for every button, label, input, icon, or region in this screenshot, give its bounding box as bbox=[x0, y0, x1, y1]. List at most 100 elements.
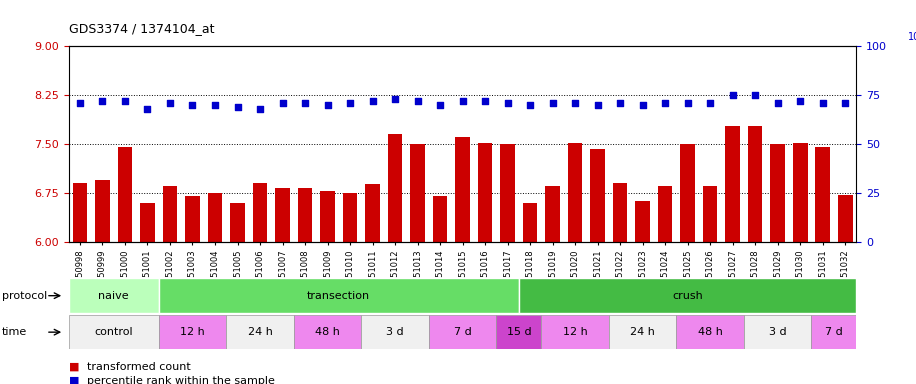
Point bbox=[275, 100, 289, 106]
Point bbox=[838, 100, 853, 106]
Bar bbox=[365, 184, 380, 242]
Bar bbox=[230, 203, 245, 242]
Point bbox=[747, 92, 762, 98]
Bar bbox=[226, 315, 294, 349]
Text: 48 h: 48 h bbox=[698, 327, 723, 337]
Bar bbox=[321, 191, 335, 242]
Text: 7 d: 7 d bbox=[453, 327, 472, 337]
Bar bbox=[455, 137, 470, 242]
Point bbox=[681, 100, 695, 106]
Text: 12 h: 12 h bbox=[180, 327, 205, 337]
Point bbox=[545, 100, 560, 106]
Text: 7 d: 7 d bbox=[825, 327, 843, 337]
Point bbox=[455, 98, 470, 104]
Text: ■: ■ bbox=[69, 376, 79, 384]
Bar bbox=[185, 196, 200, 242]
Point bbox=[770, 100, 785, 106]
Bar bbox=[429, 315, 496, 349]
Bar bbox=[518, 278, 856, 313]
Point bbox=[703, 100, 717, 106]
Text: ■: ■ bbox=[69, 362, 79, 372]
Point bbox=[298, 100, 312, 106]
Point bbox=[410, 98, 425, 104]
Bar bbox=[387, 134, 402, 242]
Point bbox=[95, 98, 110, 104]
Bar bbox=[163, 187, 178, 242]
Bar bbox=[69, 315, 158, 349]
Bar bbox=[294, 315, 361, 349]
Text: 24 h: 24 h bbox=[247, 327, 272, 337]
Text: protocol: protocol bbox=[2, 291, 47, 301]
Point bbox=[72, 100, 87, 106]
Text: percentile rank within the sample: percentile rank within the sample bbox=[87, 376, 275, 384]
Bar bbox=[545, 187, 560, 242]
Bar bbox=[275, 189, 289, 242]
Text: naive: naive bbox=[98, 291, 129, 301]
Text: GDS3374 / 1374104_at: GDS3374 / 1374104_at bbox=[69, 22, 214, 35]
Text: 3 d: 3 d bbox=[769, 327, 787, 337]
Point bbox=[478, 98, 493, 104]
Point bbox=[343, 100, 357, 106]
Point bbox=[636, 102, 650, 108]
Point bbox=[658, 100, 672, 106]
Point bbox=[117, 98, 132, 104]
Bar bbox=[432, 196, 447, 242]
Bar bbox=[636, 201, 650, 242]
Text: transection: transection bbox=[307, 291, 370, 301]
Bar bbox=[523, 203, 538, 242]
Point bbox=[140, 106, 155, 112]
Text: 48 h: 48 h bbox=[315, 327, 340, 337]
Text: control: control bbox=[94, 327, 133, 337]
Bar bbox=[590, 149, 605, 242]
Bar bbox=[72, 183, 87, 242]
Bar bbox=[541, 315, 609, 349]
Bar bbox=[343, 193, 357, 242]
Bar bbox=[361, 315, 429, 349]
Bar bbox=[69, 278, 158, 313]
Point bbox=[365, 98, 380, 104]
Bar bbox=[770, 144, 785, 242]
Bar bbox=[613, 183, 627, 242]
Bar bbox=[658, 187, 672, 242]
Text: 15 d: 15 d bbox=[507, 327, 531, 337]
Bar bbox=[298, 188, 312, 242]
Bar bbox=[158, 315, 226, 349]
Bar bbox=[676, 315, 744, 349]
Bar bbox=[500, 144, 515, 242]
Bar bbox=[208, 193, 223, 242]
Point bbox=[208, 102, 223, 108]
Point bbox=[185, 102, 200, 108]
Bar bbox=[410, 144, 425, 242]
Point bbox=[163, 100, 178, 106]
Point bbox=[387, 96, 402, 102]
Bar bbox=[744, 315, 812, 349]
Text: 100%: 100% bbox=[908, 32, 916, 42]
Text: transformed count: transformed count bbox=[87, 362, 191, 372]
Bar bbox=[140, 203, 155, 242]
Point bbox=[523, 102, 538, 108]
Point bbox=[230, 104, 245, 110]
Text: crush: crush bbox=[672, 291, 703, 301]
Bar bbox=[703, 187, 717, 242]
Bar bbox=[158, 278, 518, 313]
Bar bbox=[725, 126, 740, 242]
Text: 24 h: 24 h bbox=[630, 327, 655, 337]
Point bbox=[253, 106, 267, 112]
Bar bbox=[747, 126, 762, 242]
Bar bbox=[793, 143, 808, 242]
Text: 3 d: 3 d bbox=[387, 327, 404, 337]
Bar bbox=[117, 147, 132, 242]
Text: time: time bbox=[2, 327, 27, 337]
Bar bbox=[478, 143, 493, 242]
Point bbox=[815, 100, 830, 106]
Text: 12 h: 12 h bbox=[562, 327, 587, 337]
Point bbox=[793, 98, 808, 104]
Bar bbox=[95, 180, 110, 242]
Bar bbox=[568, 143, 583, 242]
Point bbox=[432, 102, 447, 108]
Bar bbox=[838, 195, 853, 242]
Point bbox=[568, 100, 583, 106]
Bar bbox=[496, 315, 541, 349]
Bar bbox=[681, 144, 695, 242]
Point bbox=[725, 92, 740, 98]
